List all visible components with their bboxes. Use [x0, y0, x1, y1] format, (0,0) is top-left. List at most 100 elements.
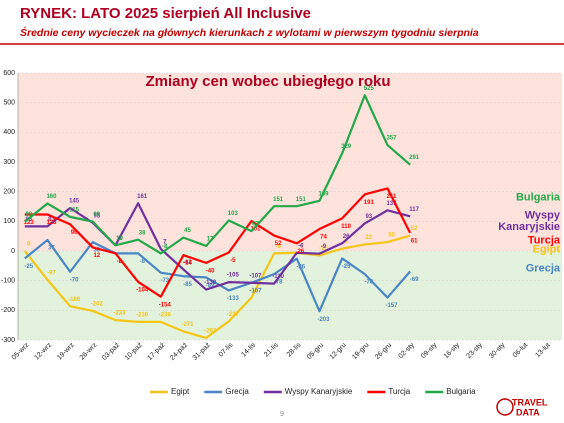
y-tick-label: 0: [11, 248, 15, 255]
data-label: 74: [320, 235, 327, 241]
data-label: 145: [69, 199, 80, 205]
data-label: -9: [321, 244, 327, 250]
data-label: 90: [71, 230, 78, 236]
data-label: 101: [250, 227, 261, 233]
logo: TRAVEL: [512, 397, 548, 407]
x-tick-label: 05-wrz: [11, 341, 31, 361]
data-label: 93: [365, 214, 372, 220]
x-tick-label: 31-paź: [192, 341, 212, 361]
x-tick-label: 07-lis: [218, 341, 235, 358]
data-label: -157: [249, 288, 262, 294]
data-label: -293: [204, 329, 217, 335]
x-tick-label: 17-paź: [146, 341, 166, 361]
data-label: 19: [116, 236, 123, 242]
x-tick-label: 06-lut: [512, 342, 529, 359]
data-label: 52: [411, 226, 418, 232]
logo-icon: [496, 398, 514, 416]
data-label: 117: [409, 207, 419, 213]
x-tick-label: 26-gru: [374, 342, 393, 361]
data-label: -271: [181, 322, 194, 328]
chart-title: Zmiany cen wobec ubiegłego roku: [145, 73, 390, 90]
annotation: Wyspy: [525, 209, 561, 221]
data-label: 61: [411, 238, 418, 244]
annotation: Bulgaria: [516, 192, 561, 204]
data-label: 357: [386, 136, 397, 142]
data-label: -25: [342, 264, 351, 270]
data-label: 291: [409, 155, 420, 161]
data-label: -6: [298, 243, 304, 249]
data-label: -8: [139, 259, 145, 265]
data-label: -70: [70, 277, 79, 283]
data-label: -73: [160, 278, 169, 284]
data-label: -237: [227, 312, 240, 318]
data-label: 123: [46, 220, 57, 226]
x-tick-label: 12-gru: [329, 342, 348, 361]
data-label: -89: [206, 283, 215, 289]
data-label: -5: [230, 258, 236, 264]
data-label: 110: [341, 224, 351, 230]
data-label: -15: [319, 246, 328, 252]
data-label: 99: [25, 212, 32, 218]
data-label: 30: [388, 233, 395, 239]
x-tick-label: 03-paź: [101, 341, 121, 361]
data-label: 45: [184, 228, 191, 234]
x-tick-label: 13-lut: [535, 342, 552, 359]
data-label: -105: [227, 273, 240, 279]
data-label: 103: [228, 211, 239, 217]
data-label: -203: [317, 317, 330, 323]
data-label: 83: [25, 217, 32, 223]
data-label: 30: [93, 248, 100, 254]
annotation: Egipt: [533, 243, 561, 255]
data-label: 329: [341, 144, 352, 150]
y-tick-label: 400: [3, 129, 15, 136]
data-label: 99: [93, 212, 100, 218]
data-label: 37: [48, 246, 55, 252]
data-label: -97: [47, 270, 56, 276]
logo: DATA: [516, 407, 540, 417]
y-tick-label: 300: [3, 159, 15, 166]
data-label: -202: [91, 302, 104, 308]
data-label: 115: [69, 207, 79, 213]
data-label: 160: [46, 194, 57, 200]
series-line: [24, 238, 411, 313]
data-label: -133: [227, 296, 240, 302]
data-label: -40: [206, 268, 215, 274]
data-label: -62: [183, 260, 192, 266]
x-tick-label: 23-sty: [465, 341, 484, 360]
x-tick-label: 28-lis: [286, 341, 303, 358]
x-tick-label: 09-sty: [420, 341, 439, 360]
data-label: -8: [117, 259, 123, 265]
annotation: Kanaryjskie: [498, 221, 560, 233]
x-tick-label: 12-wrz: [33, 341, 53, 361]
data-label: 151: [273, 197, 284, 203]
data-label: -110: [272, 274, 284, 280]
data-label: -239: [159, 312, 172, 318]
data-label: 67: [252, 222, 259, 228]
y-tick-label: -200: [1, 307, 15, 314]
data-label: -233: [113, 311, 126, 317]
annotation: Turcja: [528, 235, 561, 247]
y-tick-label: 500: [3, 100, 15, 107]
data-label: 22: [365, 235, 372, 241]
data-label: -6: [298, 243, 304, 249]
y-tick-label: -300: [1, 337, 15, 344]
data-label: 191: [364, 200, 375, 206]
page-number: 9: [280, 411, 284, 418]
data-label: -69: [410, 277, 419, 283]
legend-label: Egipt: [171, 387, 190, 396]
title: RYNEK: LATO 2025 sierpień All Inclusive: [20, 5, 311, 22]
data-label: 83: [48, 217, 55, 223]
x-tick-label: 26-wrz: [79, 341, 99, 361]
data-label: 123: [24, 220, 35, 226]
data-label: 8: [344, 239, 348, 245]
x-tick-label: 10-paź: [124, 341, 144, 361]
x-tick-label: 21-lis: [263, 341, 280, 358]
legend-label: Grecja: [225, 387, 249, 396]
x-tick-label: 19-wrz: [56, 341, 76, 361]
data-label: -8: [162, 244, 168, 250]
y-tick-label: 600: [3, 70, 15, 77]
data-label: 211: [387, 194, 397, 200]
y-tick-label: -100: [1, 278, 15, 285]
